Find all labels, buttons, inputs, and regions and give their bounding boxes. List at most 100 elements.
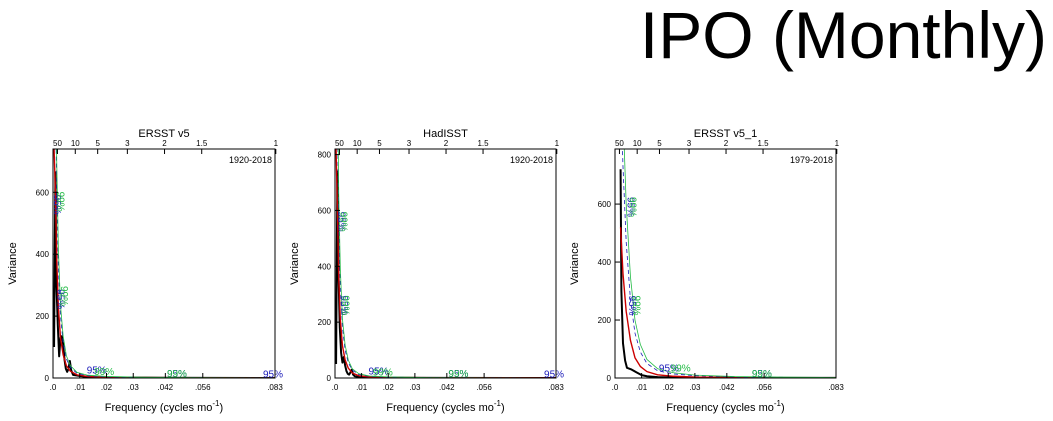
series-line-3 (337, 149, 556, 378)
x-tick-label: .02 (383, 383, 395, 392)
significance-label: 99% (167, 369, 187, 380)
significance-label: 99% (58, 286, 69, 306)
y-tick-label: 200 (36, 312, 50, 321)
series-line-4 (337, 149, 556, 378)
x-tick-label: .056 (476, 383, 492, 392)
chart-panel-2: 95%99%95%99%95%99% 95%99% 95%.0.01.02.03.0… (289, 128, 564, 414)
y-tick-label: 0 (607, 374, 612, 383)
significance-label: 95% (448, 369, 468, 380)
period-tick-label: 10 (353, 139, 362, 148)
significance-label: 99% (373, 367, 393, 378)
x-tick-label: .056 (756, 383, 772, 392)
significance-label: 95% (752, 369, 772, 380)
x-axis-label: Frequency (cycles mo-1) (386, 399, 504, 414)
significance-label: 95% (55, 289, 66, 309)
period-tick-label: 1 (555, 139, 560, 148)
series-line-2 (53, 149, 275, 378)
x-tick-label: .03 (128, 383, 140, 392)
x-tick-label: .0 (612, 383, 619, 392)
plot-frame (52, 148, 276, 379)
x-tick-label: .042 (439, 383, 455, 392)
significance-label: 95% (51, 195, 62, 215)
y-tick-label: 200 (318, 318, 332, 327)
x-axis-label: Frequency (cycles mo-1) (105, 399, 223, 414)
x-axis-label-end: ) (220, 402, 224, 414)
significance-label: 95% (263, 369, 283, 380)
x-tick-label: .01 (636, 383, 648, 392)
significance-label: 95% (369, 367, 389, 378)
period-range: 1979-2018 (790, 155, 833, 165)
x-tick-label: .01 (74, 383, 86, 392)
x-tick-label: .03 (689, 383, 701, 392)
x-tick-label: .03 (409, 383, 421, 392)
x-axis-label-end: ) (501, 402, 505, 414)
y-axis-label: Variance (569, 242, 581, 285)
period-tick-label: 50 (53, 139, 62, 148)
plot-frame (334, 148, 557, 379)
x-tick-label: .02 (101, 383, 113, 392)
chart-title: ERSST v5 (138, 128, 189, 140)
series-line-4 (56, 149, 275, 378)
series-line-2 (335, 149, 556, 378)
chart-title: HadISST (423, 128, 468, 140)
x-axis-label-main: Frequency (cycles mo (105, 402, 213, 414)
period-tick-label: 10 (633, 139, 642, 148)
period-tick-label: 1.5 (757, 139, 769, 148)
x-tick-label: .056 (195, 383, 211, 392)
y-axis-label: Variance (289, 242, 301, 285)
y-tick-label: 400 (598, 258, 612, 267)
x-tick-label: .02 (663, 383, 675, 392)
x-tick-label: .042 (719, 383, 735, 392)
y-tick-label: 400 (318, 262, 332, 271)
x-axis-label-main: Frequency (cycles mo (666, 402, 774, 414)
y-tick-label: 0 (45, 374, 50, 383)
x-tick-label: .083 (828, 383, 844, 392)
x-axis-label-end: ) (781, 402, 785, 414)
period-tick-label: 2 (724, 139, 729, 148)
y-tick-label: 0 (327, 374, 332, 383)
period-range: 1920-2018 (510, 155, 553, 165)
page-title: IPO (Monthly) (639, 0, 1047, 72)
x-axis-label-sup: -1 (774, 399, 782, 408)
x-tick-label: .042 (158, 383, 174, 392)
significance-label: 99% (55, 192, 66, 212)
plot-frame (614, 148, 837, 379)
significance-label: 95% (167, 369, 187, 380)
x-axis-label-sup: -1 (212, 399, 220, 408)
x-tick-label: .0 (50, 383, 57, 392)
x-axis-label-main: Frequency (cycles mo (386, 402, 494, 414)
x-tick-label: .083 (548, 383, 564, 392)
series-line-3 (55, 149, 275, 378)
significance-label: 95% (544, 369, 564, 380)
significance-label: 95% (336, 212, 347, 232)
significance-label: 99% (671, 364, 691, 375)
significance-label: 95% (626, 296, 637, 316)
y-tick-label: 400 (36, 250, 50, 259)
x-tick-label: .0 (332, 383, 339, 392)
period-tick-label: 1.5 (477, 139, 489, 148)
significance-label: 95% (338, 295, 349, 315)
significance-label: 95% (625, 197, 636, 217)
series-line-1 (53, 171, 275, 378)
significance-label: 99% (340, 295, 351, 315)
period-tick-label: 3 (407, 139, 412, 148)
y-tick-label: 800 (318, 151, 332, 160)
y-tick-label: 200 (598, 316, 612, 325)
chart-title: ERSST v5_1 (694, 128, 757, 140)
period-tick-label: 2 (162, 139, 167, 148)
chart-panel-1: 95%99%95%99%95%99% 95%99% 95%.0.01.02.03.0… (7, 128, 283, 414)
period-tick-label: 3 (125, 139, 130, 148)
period-tick-label: 1 (274, 139, 279, 148)
significance-label: 95% (87, 366, 107, 377)
period-tick-label: 10 (71, 139, 80, 148)
period-tick-label: 5 (95, 139, 100, 148)
chart-panel-3: 95%99%95%99%95%99% 95%99%.0.01.02.03.042.… (569, 128, 844, 414)
period-tick-label: 3 (687, 139, 692, 148)
series-line-4 (623, 149, 836, 378)
x-axis-label-sup: -1 (494, 399, 502, 408)
significance-label: 99% (448, 369, 468, 380)
y-tick-label: 600 (36, 188, 50, 197)
significance-label: 99% (338, 212, 349, 232)
y-axis-label: Variance (7, 242, 19, 285)
